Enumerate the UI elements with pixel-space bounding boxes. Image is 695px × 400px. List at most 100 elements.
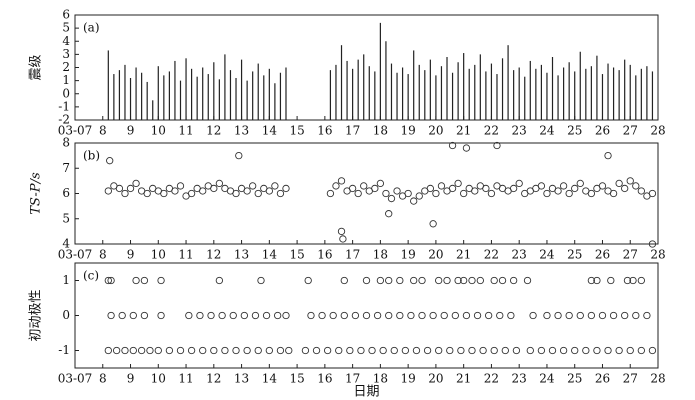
magnitude-bar (207, 74, 209, 120)
data-point (140, 276, 149, 285)
magnitude-bar (474, 64, 476, 120)
data-point (104, 187, 112, 195)
data-point (429, 220, 437, 228)
magnitude-bar (379, 22, 381, 120)
magnitude-bar (618, 70, 620, 120)
x-tick-label: 25 (567, 124, 582, 138)
data-point (559, 182, 568, 190)
y-tick-label: 1 (62, 273, 70, 287)
data-point (607, 276, 615, 285)
x-tick-label: 11 (178, 372, 193, 386)
data-point (476, 276, 484, 285)
magnitude-bar (113, 74, 115, 120)
data-point (329, 311, 337, 320)
data-point (576, 179, 584, 188)
data-point (423, 346, 432, 355)
x-tick-label: 13 (234, 124, 249, 138)
data-point (351, 311, 360, 320)
data-point (376, 179, 385, 188)
data-point (115, 184, 124, 193)
data-point (199, 346, 207, 355)
data-point (487, 189, 496, 198)
data-point (199, 187, 207, 195)
data-point (490, 346, 498, 355)
data-point (207, 311, 215, 320)
data-point (379, 346, 387, 355)
data-point (393, 187, 401, 195)
plot-frame (74, 142, 659, 245)
magnitude-bar (174, 60, 176, 120)
data-point (435, 276, 443, 285)
magnitude-bar (157, 66, 159, 120)
data-point (637, 276, 645, 285)
data-point (523, 276, 532, 285)
x-tick-label: 20 (428, 372, 443, 386)
magnitude-bar (285, 67, 287, 120)
data-point (512, 346, 521, 355)
x-tick-label: 11 (178, 124, 193, 138)
y-tick-label: 3 (62, 47, 70, 61)
data-point (473, 311, 482, 320)
data-point (626, 346, 634, 355)
plot-frame (74, 14, 659, 121)
x-tick-label: 12 (206, 124, 221, 138)
data-point (554, 187, 562, 195)
data-point (485, 311, 493, 320)
data-point (460, 276, 468, 285)
data-point (457, 346, 465, 355)
data-point (615, 346, 623, 355)
magnitude-bar (507, 45, 509, 120)
data-point (240, 311, 248, 320)
data-point (171, 187, 179, 195)
x-tick-label: 21 (456, 124, 471, 138)
magnitude-bar (574, 71, 576, 120)
data-point (354, 189, 362, 198)
data-point (396, 276, 404, 285)
data-point (385, 311, 393, 320)
magnitude-bar (551, 57, 554, 120)
magnitude-bar (146, 81, 148, 120)
y-tick-label: -2 (58, 113, 70, 127)
magnitude-bar (374, 71, 376, 120)
x-tick-label: 03-07 (58, 248, 93, 262)
y-tick-label: 0 (62, 86, 70, 100)
magnitude-bar (363, 54, 365, 120)
data-point (598, 311, 607, 320)
panel-label: (a) (83, 21, 100, 35)
y-tick-label: -1 (58, 99, 70, 113)
data-point (249, 182, 257, 190)
data-point (543, 189, 551, 198)
data-point (126, 184, 135, 193)
magnitude-bar (396, 72, 398, 120)
magnitude-bar (529, 60, 531, 120)
data-point (632, 311, 640, 320)
data-point (371, 184, 379, 193)
x-tick-label: 22 (484, 372, 499, 386)
data-point (418, 276, 426, 285)
magnitude-bar (424, 70, 426, 120)
magnitude-bar (513, 70, 515, 120)
magnitude-bar (268, 68, 270, 120)
x-tick-label: 15 (289, 372, 304, 386)
y-tick-label: 0 (62, 308, 70, 322)
data-point (282, 311, 290, 320)
magnitude-bar (240, 59, 243, 120)
data-point (373, 311, 382, 320)
magnitude-bar (407, 74, 409, 120)
data-point (387, 194, 396, 203)
data-point (462, 311, 471, 320)
data-point (376, 276, 385, 285)
data-point (262, 311, 271, 320)
magnitude-bar (518, 67, 520, 120)
data-point (435, 346, 443, 355)
magnitude-bar (418, 64, 420, 120)
magnitude-bar (118, 70, 121, 120)
data-point (604, 346, 612, 355)
data-point (337, 227, 346, 236)
data-point (154, 346, 162, 355)
data-point (232, 189, 240, 198)
y-tick-label: 4 (62, 237, 70, 251)
data-point (609, 189, 618, 198)
magnitude-bar (352, 68, 354, 120)
